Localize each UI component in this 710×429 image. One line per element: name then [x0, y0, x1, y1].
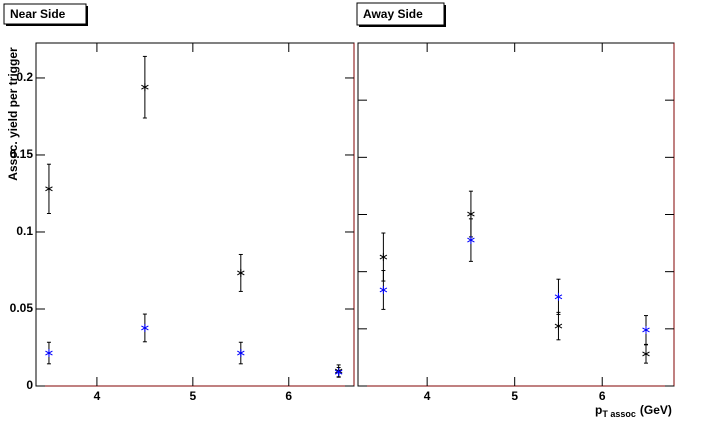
marker-stroke [45, 186, 53, 192]
marker [237, 349, 245, 358]
y-tick-label: 0.2 [16, 70, 33, 84]
marker [45, 349, 53, 358]
marker [642, 325, 650, 334]
x-label-unit: (GeV) [640, 403, 672, 417]
marker-stroke [334, 369, 343, 375]
marker-stroke [237, 350, 245, 356]
x-tick-label: 4 [424, 389, 431, 403]
title-box [356, 2, 445, 26]
x-tick-label: 5 [511, 389, 518, 403]
marker-stroke [379, 287, 388, 293]
marker [141, 83, 149, 92]
y-tick-label: 0.15 [10, 147, 34, 161]
marker [642, 349, 650, 358]
marker [237, 268, 245, 277]
marker-stroke [379, 254, 388, 260]
x-label-main: p [595, 403, 602, 417]
marker [467, 210, 475, 219]
marker-stroke [642, 351, 650, 357]
marker-stroke [554, 294, 563, 300]
marker [141, 323, 149, 332]
marker [379, 253, 388, 262]
marker-stroke [642, 327, 650, 333]
y-tick-label: 0.05 [10, 301, 34, 315]
x-tick-label: 4 [94, 389, 101, 403]
marker [45, 184, 53, 193]
marker-stroke [237, 270, 245, 276]
x-tick-label: 6 [285, 389, 292, 403]
marker-stroke [554, 323, 563, 329]
y-tick-label: 0.1 [16, 224, 33, 238]
marker [379, 285, 388, 294]
marker-stroke [141, 325, 149, 331]
x-tick-label: 5 [189, 389, 196, 403]
panel-title: Away Side [363, 7, 423, 21]
title-box [3, 3, 87, 25]
panel-title: Near Side [10, 7, 66, 21]
x-tick-label: 6 [599, 389, 606, 403]
y-tick-label: 0 [26, 378, 33, 392]
marker [467, 236, 475, 245]
marker-stroke [141, 84, 149, 90]
marker [554, 322, 563, 331]
marker-stroke [467, 211, 475, 217]
marker [334, 368, 343, 377]
x-axis-label: pT assoc (GeV) [595, 403, 672, 419]
marker-stroke [467, 237, 475, 243]
marker-stroke [45, 350, 53, 356]
frame [35, 42, 355, 387]
x-label-sub: T assoc [602, 409, 636, 419]
y-axis-label: Assoc. yield per trigger [6, 47, 20, 181]
marker [554, 292, 563, 301]
frame [357, 42, 675, 387]
